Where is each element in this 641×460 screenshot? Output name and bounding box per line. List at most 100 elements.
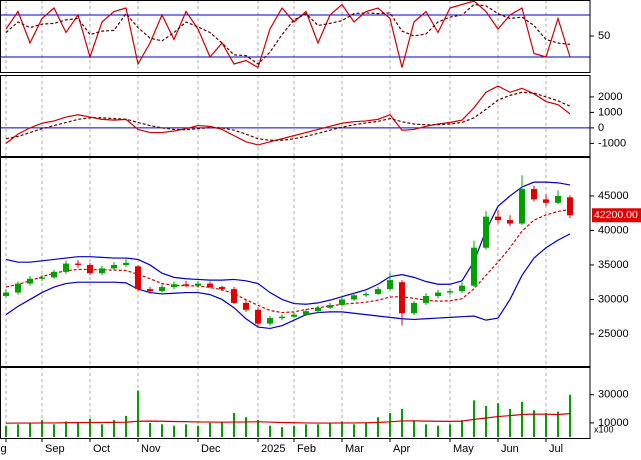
candle-body [291,314,297,317]
volume-bar [281,427,283,437]
volume-bar [269,425,271,437]
unit-label: x100 [594,424,614,434]
candle-body [195,283,201,286]
volume-bar [53,424,55,437]
candle-body [387,280,393,290]
volume-bar [449,424,451,437]
candle-body [279,316,285,319]
x-tick-label: Aug [0,443,7,455]
candle-body [531,189,537,200]
volume-bar [461,420,463,437]
x-tick-label: Dec [201,443,221,455]
panel-frame [0,367,591,439]
volume-bar [161,424,163,437]
volume-bar [545,413,547,437]
y-tick-label: 45000 [598,190,629,202]
candle-body [3,292,9,296]
volume-bar [389,413,391,437]
candle-body [507,220,513,224]
candle-body [231,289,237,303]
volume-bar [521,401,523,437]
candle-body [327,304,333,308]
volume-bar [353,424,355,437]
volume-bar [209,422,211,437]
candle-body [219,287,225,290]
volume-bar [377,417,379,437]
candle-body [363,293,369,296]
y-tick-label: 30000 [598,389,629,401]
plot-area [0,0,590,438]
last-price-box [592,208,641,223]
candle-body [255,309,261,324]
candle-body [303,311,309,315]
candle-body [471,247,477,286]
volume-bar [329,422,331,437]
y-tick-label: 35000 [598,259,629,271]
volume-bar [365,422,367,437]
volume-bar [77,422,79,437]
candle-body [519,189,525,224]
volume-bar [149,422,151,437]
volume-bar [137,390,139,437]
candle-body [75,263,81,265]
candle-body [99,268,105,274]
volume-bar [437,425,439,437]
candle-body [87,264,93,274]
candle-body [15,283,21,293]
volume-bar [197,425,199,437]
volume-bar [233,413,235,437]
x-tick-label: Jul [549,443,563,455]
volume-bar [41,420,43,437]
candle-body [423,296,429,303]
y-tick-label: 10000 [598,417,629,429]
candle-body [171,284,177,288]
candle-body [447,291,453,293]
candle-body [135,266,141,290]
volume-bar [341,421,343,437]
y-tick-label: 30000 [598,293,629,305]
candle-body [159,287,165,292]
x-tick-label: Mar [345,443,364,455]
candle-body [315,307,321,312]
candle-body [351,295,357,300]
panel-frame [0,157,591,367]
indicator-line [5,233,571,330]
volume-bar [509,408,511,437]
indicator-line [5,413,571,424]
volume-bar [425,424,427,437]
indicator-line [5,91,571,141]
y-tick-label: -1000 [598,137,626,149]
volume-bar [101,424,103,437]
y-tick-label: 1000 [598,106,622,118]
candle-body [483,216,489,248]
x-tick-label: Feb [297,443,316,455]
y-tick-label: 40000 [598,224,629,236]
indicator-line [5,0,571,69]
volume-bar [113,420,115,437]
candle-body [27,278,33,284]
volume-bar [173,425,175,437]
candle-body [411,302,417,314]
y-tick-label: 25000 [598,328,629,340]
volume-bar [125,415,127,437]
volume-bar [29,422,31,437]
x-tick-label: May [453,443,474,455]
candle-body [435,292,441,296]
volume-bar [5,425,7,437]
volume-bar [485,406,487,437]
volume-bar [89,418,91,437]
volume-bar [257,420,259,437]
candle-body [555,195,561,203]
panel-frame [0,75,591,157]
volume-bar [65,421,67,437]
volume-bar [557,411,559,437]
candle-body [495,216,501,221]
volume-bar [221,421,223,437]
candle-body [207,283,213,288]
candle-body [123,262,129,265]
y-tick-label: 50 [598,30,610,42]
volume-bar [569,394,571,437]
volume-bar [413,421,415,437]
